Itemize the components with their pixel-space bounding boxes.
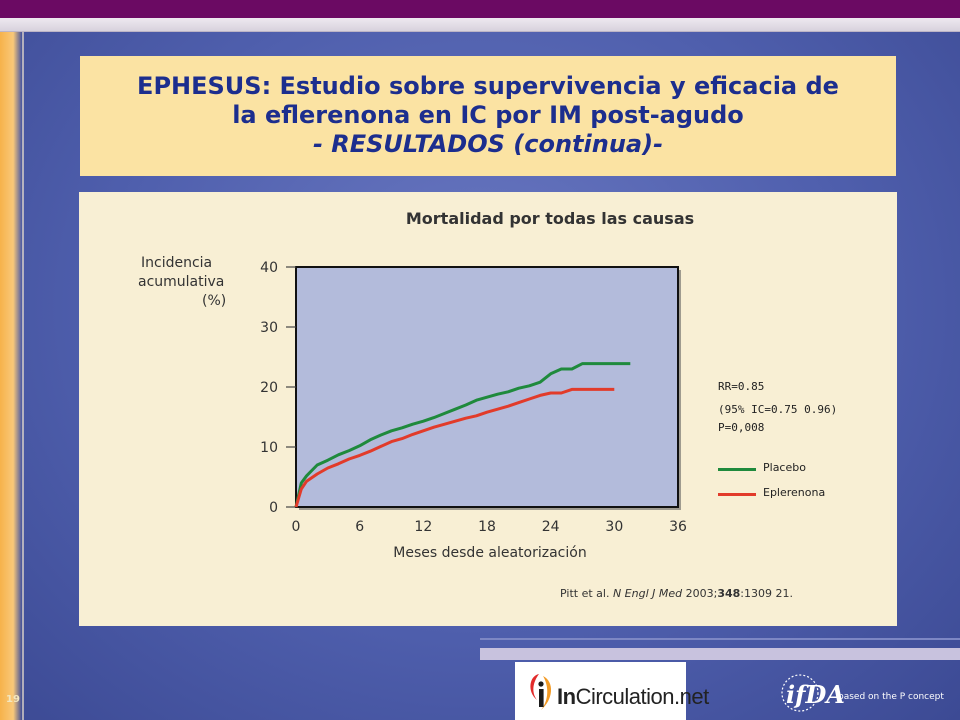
ifda-logo: ifDA based on the P concept — [780, 668, 955, 718]
x-tick-label: 6 — [355, 519, 364, 535]
y-axis-label: Incidencia acumulativa (%) — [120, 254, 238, 311]
logo-brand-rest: Circulation.net — [575, 684, 710, 709]
citation-authors: Pitt et al. — [560, 587, 610, 600]
citation-pages: :1309 21. — [740, 587, 793, 600]
x-tick-label: 36 — [669, 519, 687, 535]
legend-label-placebo: Placebo — [763, 461, 806, 474]
top-stripe — [0, 18, 960, 32]
page-number: 19 — [6, 694, 20, 705]
chart-title: Mortalidad por todas las causas — [405, 209, 695, 228]
y-tick-label: 40 — [260, 260, 278, 276]
footer-divider — [480, 638, 960, 640]
rr-value: RR=0.85 — [718, 380, 765, 393]
incirculation-logo[interactable]: InCirculation.net — [515, 662, 709, 720]
incirculation-mark-icon — [530, 674, 552, 710]
x-tick-label: 12 — [414, 519, 432, 535]
legend-label-eplerenona: Eplerenona — [763, 486, 826, 499]
legend-swatch-eplerenona — [718, 493, 756, 496]
x-tick-label: 18 — [478, 519, 496, 535]
title-line-2: la eflerenona en IC por IM post-agudo — [232, 101, 744, 129]
title-line-1: EPHESUS: Estudio sobre supervivencia y e… — [137, 72, 839, 100]
chart-statistics: RR=0.85 (95% IC=0.75 0.96) P=0,008 — [718, 378, 837, 437]
plot-area — [295, 266, 679, 508]
ci-value: (95% IC=0.75 0.96) — [718, 403, 838, 416]
incirculation-wordmark: InCirculation.net — [557, 684, 709, 710]
citation-volume: 348 — [717, 587, 741, 600]
chart-svg: 0 10 20 30 40 0 6 12 18 24 30 36 Meses desde aleator… — [260, 260, 687, 561]
x-tick-label: 24 — [542, 519, 560, 535]
top-bar — [0, 0, 960, 18]
x-axis-label: Meses desde aleatorización — [393, 545, 586, 561]
y-axis-label-line-1: Incidencia — [141, 255, 213, 271]
ifda-wordmark: ifDA — [786, 680, 845, 709]
series-line-placebo — [294, 362, 631, 508]
p-value: P=0,008 — [718, 421, 765, 434]
y-axis-label-line-2: acumulativa — [138, 274, 225, 290]
y-tick-label: 20 — [260, 380, 278, 396]
y-tick-label: 10 — [260, 440, 278, 456]
citation: Pitt et al. N Engl J Med 2003;348:1309 2… — [560, 587, 793, 600]
series-line-eplerenona — [294, 387, 615, 508]
y-axis-label-line-3: (%) — [202, 293, 227, 309]
slide-title: EPHESUS: Estudio sobre supervivencia y e… — [80, 56, 896, 176]
ifda-emblem-icon — [781, 674, 819, 712]
left-accent-line — [22, 32, 24, 720]
x-tick-label: 0 — [292, 519, 301, 535]
logo-brand-bold: In — [557, 684, 576, 709]
y-tick-label: 0 — [269, 500, 278, 516]
legend-swatch-placebo — [718, 468, 756, 471]
citation-year: 2003; — [685, 587, 718, 600]
ifda-tagline: based on the P concept — [838, 692, 944, 702]
y-tick-label: 30 — [260, 320, 278, 336]
citation-journal: N Engl J Med — [612, 587, 683, 600]
left-accent-band — [0, 32, 22, 720]
x-tick-label: 30 — [605, 519, 623, 535]
title-line-3: - RESULTADOS (continua)- — [312, 130, 664, 158]
footer-band — [480, 648, 960, 660]
